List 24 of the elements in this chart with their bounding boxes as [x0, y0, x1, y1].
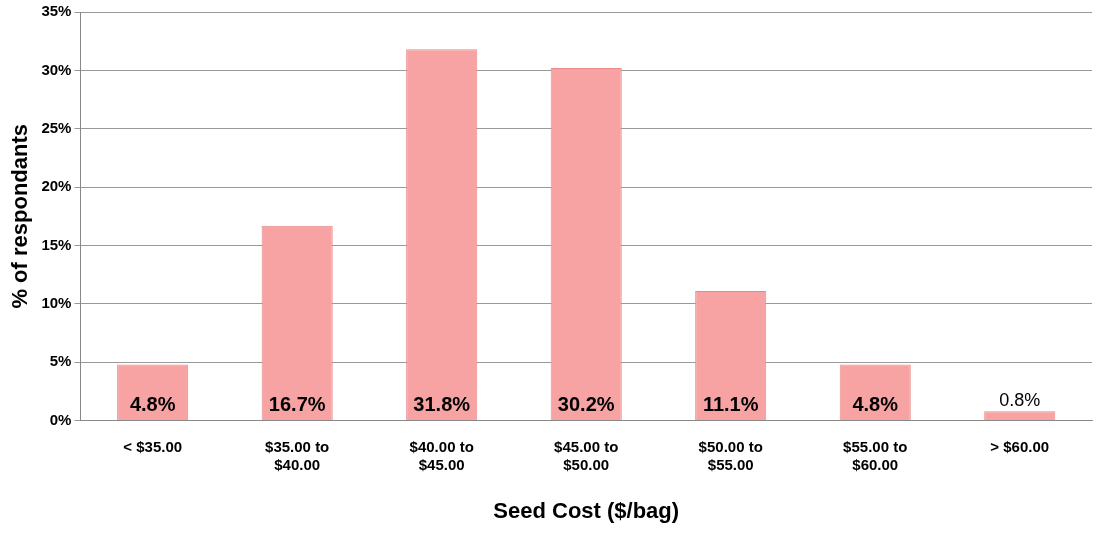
y-tick-label: 20% [41, 177, 72, 195]
data-label: 30.2% [557, 393, 615, 416]
y-tick-label: 10% [41, 294, 72, 311]
x-axis-title: Seed Cost ($/bag) [493, 497, 680, 523]
y-tick-label: 15% [41, 235, 72, 253]
x-tick-label: $50.00 to $55.00 [698, 437, 763, 473]
x-tick-label: > $60.00 [990, 437, 1050, 455]
x-tick-label: $40.00 to $45.00 [409, 437, 474, 473]
data-label: 0.8% [999, 390, 1041, 411]
x-tick-label: $35.00 to $40.00 [265, 437, 330, 473]
y-axis-title: % of respondants [7, 124, 33, 309]
data-label: 4.8% [852, 393, 899, 416]
data-label: 11.1% [702, 393, 759, 416]
x-tick-label: $55.00 to $60.00 [843, 437, 908, 473]
y-tick-label: 35% [41, 2, 72, 20]
data-label: 4.8% [129, 393, 176, 416]
y-tick-label: 25% [41, 118, 72, 136]
y-tick-label: 5% [49, 352, 72, 370]
x-tick-label: $45.00 to $50.00 [554, 437, 619, 473]
y-tick-label: 30% [41, 60, 72, 78]
y-tick-label: 0% [49, 410, 72, 428]
data-label: 16.7% [268, 393, 326, 416]
x-tick-label: < $35.00 [123, 437, 183, 455]
data-label: 31.8% [413, 393, 471, 416]
